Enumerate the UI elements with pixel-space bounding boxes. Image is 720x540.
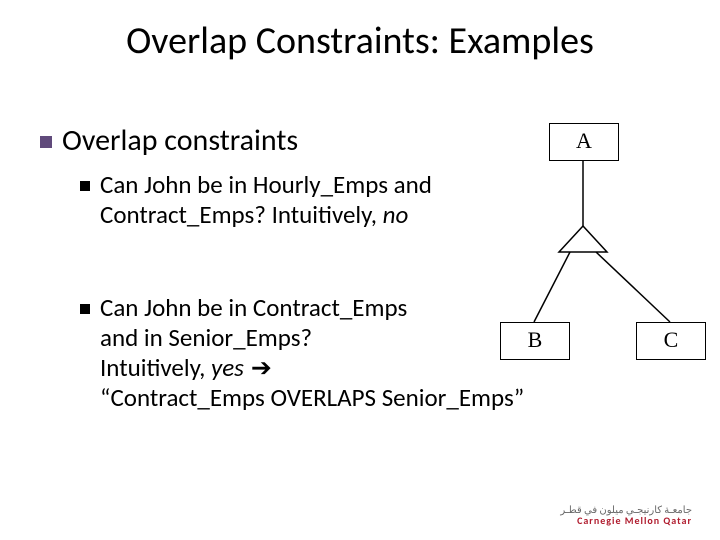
b1-line2: Contract_Emps? Intuitively, [100, 199, 383, 230]
bullet-heading: Overlap constraints [40, 122, 298, 159]
b2-ital: yes [211, 352, 244, 383]
isa-diagram [0, 0, 720, 540]
b1-ital: no [383, 199, 409, 230]
bullet-square-icon [80, 304, 90, 314]
b2-line1: Can John be in Contract_Emps [100, 292, 407, 323]
b2-line4: “Contract_Emps OVERLAPS Senior_Emps” [100, 382, 524, 413]
footer-en: Carnegie Mellon Qatar [560, 515, 692, 526]
b2-line3: Intuitively, [100, 352, 211, 383]
bullet-square-icon [80, 181, 90, 191]
b1-line1: Can John be in Hourly_Emps and [100, 169, 432, 200]
node-b: B [500, 322, 570, 360]
b2-line2: and in Senior_Emps? [100, 322, 312, 353]
node-a: A [549, 123, 619, 161]
node-c: C [636, 322, 706, 360]
footer-logo: جامعـة كارنيجـي ميلون في قطـر Carnegie M… [560, 504, 692, 526]
arrow-icon: ➔ [244, 354, 272, 382]
bullet-heading-text: Overlap constraints [62, 122, 298, 159]
bullet-square-icon [40, 136, 52, 148]
bullet-item-1: Can John be in Hourly_Emps and Contract_… [80, 170, 510, 230]
slide-title: Overlap Constraints: Examples [0, 18, 720, 64]
slide: Overlap Constraints: Examples Overlap co… [0, 0, 720, 540]
